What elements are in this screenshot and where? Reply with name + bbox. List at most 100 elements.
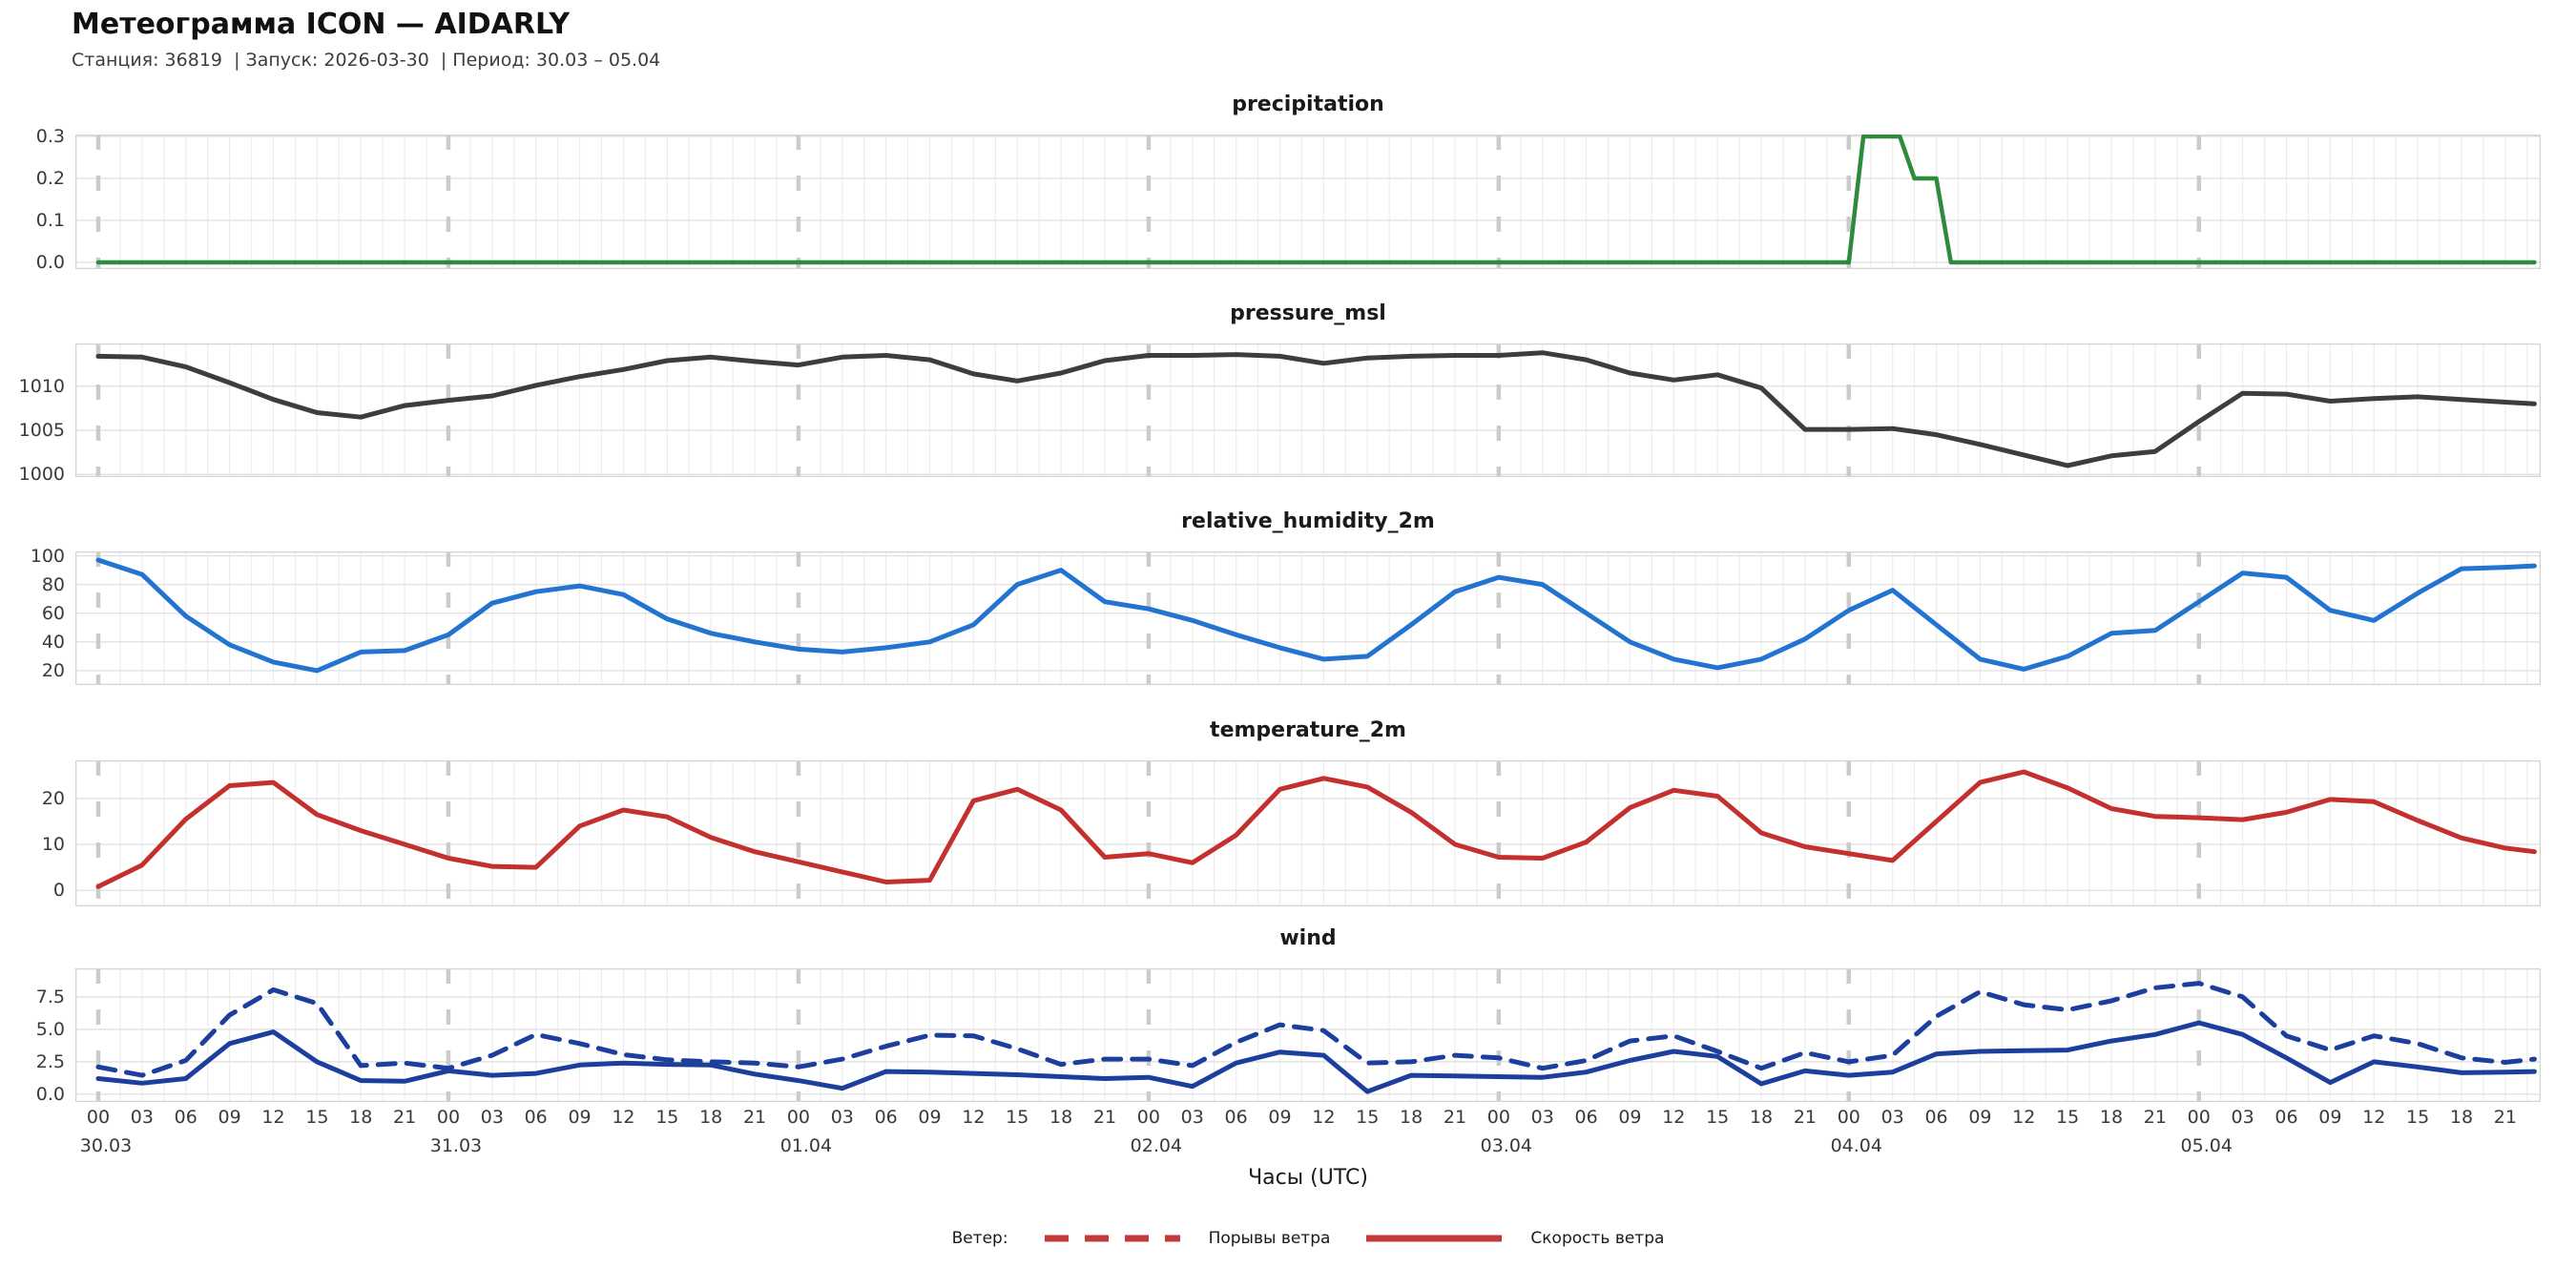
temperature-plot bbox=[75, 760, 2541, 906]
day-tick-label: 04.04 bbox=[1830, 1135, 1882, 1156]
ytick-label: 0.3 bbox=[35, 125, 65, 147]
precipitation-plot bbox=[75, 135, 2541, 269]
legend-item-speed: Скорость ветра bbox=[1362, 1229, 1664, 1248]
panel-title-relative-humidity-2m: relative_humidity_2m bbox=[1181, 509, 1435, 533]
hour-tick-label: 15 bbox=[1706, 1107, 1730, 1128]
ytick-label: 10 bbox=[41, 834, 65, 856]
hour-tick-label: 09 bbox=[1968, 1107, 1992, 1128]
day-tick-label: 30.03 bbox=[79, 1135, 133, 1156]
day-tick-label: 05.04 bbox=[2180, 1135, 2233, 1156]
day-tick-label: 31.03 bbox=[429, 1135, 483, 1156]
hour-tick-label: 00 bbox=[2187, 1107, 2211, 1128]
hour-tick-label: 03 bbox=[1180, 1107, 1204, 1128]
hour-tick-label: 21 bbox=[1443, 1107, 1467, 1128]
day-separators bbox=[95, 968, 2202, 1102]
ytick-label: 5.0 bbox=[35, 1018, 65, 1040]
series-Порывы ветра bbox=[95, 981, 2537, 1078]
hour-tick-label: 18 bbox=[1749, 1107, 1774, 1128]
legend-dashed-swatch bbox=[1044, 1235, 1180, 1242]
hour-tick-label: 18 bbox=[699, 1107, 723, 1128]
hour-tick-label: 21 bbox=[1092, 1107, 1117, 1128]
legend-label: Ветер: bbox=[951, 1229, 1008, 1248]
plot-frame bbox=[75, 135, 2541, 269]
hour-tick-label: 18 bbox=[1400, 1107, 1423, 1128]
ytick-label: 7.5 bbox=[35, 986, 65, 1008]
day-tick-label: 03.04 bbox=[1480, 1135, 1533, 1156]
hour-tick-label: 15 bbox=[655, 1107, 679, 1128]
ytick-label: 80 bbox=[41, 573, 65, 595]
day-separators bbox=[95, 343, 2202, 477]
figure-subtitle: Станция: 36819 | Запуск: 2026-03-30 | Пе… bbox=[72, 50, 661, 71]
day-separators bbox=[95, 135, 2202, 269]
hour-tick-label: 09 bbox=[1268, 1107, 1292, 1128]
hour-tick-label: 09 bbox=[2318, 1107, 2342, 1128]
hour-tick-label: 00 bbox=[86, 1107, 111, 1128]
wind-legend: Ветер: Порывы ветра Скорость ветра bbox=[75, 1229, 2541, 1248]
hour-tick-label: 09 bbox=[1618, 1107, 1642, 1128]
ytick-label: 0.2 bbox=[35, 167, 65, 189]
ytick-label: 1000 bbox=[18, 464, 65, 486]
hour-tick-label: 00 bbox=[1486, 1107, 1510, 1128]
hour-tick-label: 00 bbox=[1837, 1107, 1860, 1128]
hour-tick-label: 03 bbox=[480, 1107, 504, 1128]
day-separators bbox=[95, 551, 2202, 685]
figure-title: Метеограмма ICON — AIDARLY bbox=[72, 8, 571, 41]
day-tick-label: 01.04 bbox=[779, 1135, 833, 1156]
hour-tick-label: 12 bbox=[261, 1107, 285, 1128]
hour-tick-label: 12 bbox=[2362, 1107, 2386, 1128]
hour-tick-label: 21 bbox=[392, 1107, 417, 1128]
series-pressure_msl bbox=[95, 350, 2537, 468]
hour-tick-label: 15 bbox=[1006, 1107, 1029, 1128]
hour-tick-label: 12 bbox=[1662, 1107, 1686, 1128]
ytick-label: 60 bbox=[41, 602, 65, 624]
ytick-label: 0.1 bbox=[35, 209, 65, 231]
ytick-label: 0 bbox=[52, 880, 65, 902]
plot-frame bbox=[75, 551, 2541, 685]
hour-tick-label: 15 bbox=[2406, 1107, 2430, 1128]
gridlines bbox=[75, 343, 2541, 477]
ytick-label: 40 bbox=[41, 631, 65, 653]
hour-tick-label: 06 bbox=[1224, 1107, 1248, 1128]
hour-tick-label: 15 bbox=[305, 1107, 329, 1128]
hour-tick-label: 06 bbox=[524, 1107, 548, 1128]
panel-title-temperature-2m: temperature_2m bbox=[1210, 718, 1406, 742]
plot-frame bbox=[75, 343, 2541, 477]
hour-tick-label: 06 bbox=[174, 1107, 197, 1128]
hour-tick-label: 12 bbox=[962, 1107, 986, 1128]
x-axis-label: Часы (UTC) bbox=[1248, 1166, 1368, 1190]
series-relative_humidity_2m bbox=[95, 557, 2537, 674]
hour-tick-label: 00 bbox=[1136, 1107, 1160, 1128]
hour-tick-label: 21 bbox=[2493, 1107, 2517, 1128]
day-separators bbox=[95, 760, 2202, 906]
ytick-label: 1010 bbox=[18, 375, 65, 397]
ytick-label: 2.5 bbox=[35, 1050, 65, 1072]
ytick-label: 20 bbox=[41, 787, 65, 809]
panel-title-pressure-msl: pressure_msl bbox=[1230, 301, 1386, 325]
hour-tick-label: 18 bbox=[2099, 1107, 2124, 1128]
hour-tick-label: 06 bbox=[874, 1107, 898, 1128]
hour-tick-label: 09 bbox=[568, 1107, 592, 1128]
day-tick-label: 02.04 bbox=[1130, 1135, 1183, 1156]
ytick-label: 1005 bbox=[18, 420, 65, 442]
legend-item-speed-label: Скорость ветра bbox=[1530, 1229, 1665, 1248]
panel-title-precipitation: precipitation bbox=[1232, 93, 1384, 116]
gridlines bbox=[75, 135, 2541, 269]
hour-tick-label: 12 bbox=[612, 1107, 635, 1128]
hour-tick-label: 03 bbox=[130, 1107, 154, 1128]
hour-tick-label: 06 bbox=[2275, 1107, 2298, 1128]
ytick-label: 20 bbox=[41, 659, 65, 681]
series-temperature_2m bbox=[95, 769, 2537, 889]
series-Скорость ветра bbox=[95, 1020, 2537, 1094]
hour-tick-label: 12 bbox=[1312, 1107, 1336, 1128]
legend-item-gusts: Порывы ветра bbox=[1041, 1229, 1330, 1248]
hour-tick-label: 21 bbox=[1793, 1107, 1818, 1128]
series-precipitation bbox=[95, 135, 2537, 265]
hour-tick-label: 12 bbox=[2012, 1107, 2036, 1128]
hour-tick-label: 06 bbox=[1924, 1107, 1948, 1128]
hour-tick-label: 06 bbox=[1574, 1107, 1598, 1128]
hour-tick-label: 18 bbox=[2449, 1107, 2474, 1128]
hour-tick-label: 21 bbox=[742, 1107, 767, 1128]
hour-tick-label: 03 bbox=[830, 1107, 854, 1128]
hour-tick-label: 00 bbox=[786, 1107, 810, 1128]
humidity-plot bbox=[75, 551, 2541, 685]
